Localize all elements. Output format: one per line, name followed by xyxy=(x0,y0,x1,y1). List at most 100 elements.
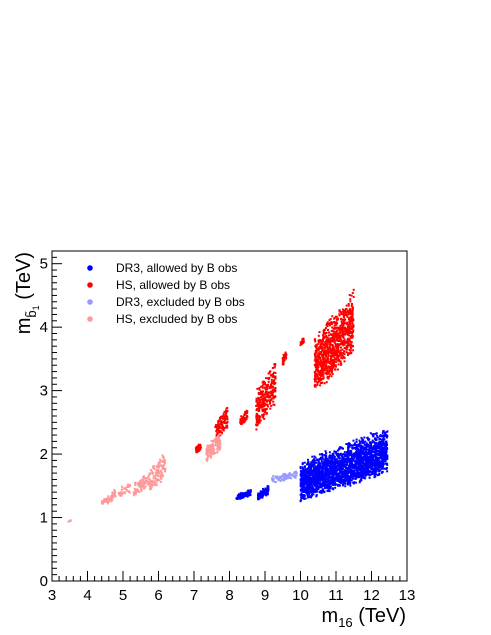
data-point xyxy=(373,463,376,466)
data-point xyxy=(322,364,325,367)
data-point xyxy=(317,369,320,372)
data-point xyxy=(346,354,349,357)
data-point xyxy=(307,485,310,488)
data-point xyxy=(333,356,336,359)
data-point xyxy=(385,467,388,470)
data-point xyxy=(255,415,258,418)
data-point xyxy=(316,364,319,367)
data-point xyxy=(241,492,244,495)
data-point xyxy=(338,314,341,317)
data-point xyxy=(322,373,325,376)
x-tick-label: 8 xyxy=(225,587,233,604)
data-point xyxy=(383,435,386,438)
data-point xyxy=(335,360,338,363)
data-point xyxy=(377,468,380,471)
data-point xyxy=(313,378,316,381)
data-point xyxy=(199,443,202,446)
data-point xyxy=(301,339,304,342)
data-point xyxy=(327,481,330,484)
data-point xyxy=(261,410,264,413)
data-point xyxy=(258,404,261,406)
data-point xyxy=(314,364,317,367)
data-point xyxy=(256,402,259,405)
data-point xyxy=(325,460,328,463)
data-point xyxy=(373,451,376,454)
data-point xyxy=(135,488,138,491)
data-point xyxy=(312,467,315,470)
data-point xyxy=(271,381,274,384)
data-point xyxy=(343,478,346,481)
data-point xyxy=(329,456,332,459)
data-point xyxy=(355,444,358,447)
data-point xyxy=(384,460,387,463)
data-point xyxy=(310,466,313,469)
data-point xyxy=(323,335,326,338)
data-point xyxy=(346,331,349,334)
data-point xyxy=(379,438,382,441)
data-point xyxy=(386,470,389,473)
data-point xyxy=(217,446,220,449)
x-axis-title: m16 (TeV) xyxy=(322,605,406,630)
data-point xyxy=(338,462,341,465)
data-point xyxy=(359,450,362,453)
data-point xyxy=(374,465,377,468)
data-point xyxy=(220,421,223,424)
data-point xyxy=(337,479,340,482)
data-point xyxy=(265,399,268,402)
data-point xyxy=(315,476,318,479)
data-point xyxy=(215,424,218,427)
data-point xyxy=(272,397,275,400)
data-point xyxy=(263,405,266,408)
data-point xyxy=(335,315,338,318)
data-point xyxy=(331,471,334,474)
data-point xyxy=(340,461,343,464)
data-point xyxy=(334,368,337,371)
data-point xyxy=(300,476,303,479)
data-point xyxy=(379,434,382,437)
data-point xyxy=(330,477,333,480)
data-point xyxy=(316,490,319,493)
data-point xyxy=(334,365,337,368)
data-point xyxy=(321,474,324,477)
data-point xyxy=(342,453,345,455)
data-point xyxy=(375,470,378,473)
data-point xyxy=(299,466,302,469)
data-point xyxy=(331,354,334,357)
data-point xyxy=(379,461,382,464)
data-point xyxy=(281,357,284,360)
point-cluster xyxy=(148,454,167,491)
data-point xyxy=(257,392,260,395)
data-point xyxy=(261,392,264,395)
data-point xyxy=(150,483,153,486)
data-point xyxy=(327,361,330,364)
data-point xyxy=(333,317,336,320)
data-point xyxy=(329,472,332,475)
data-point xyxy=(274,375,277,378)
data-point xyxy=(197,445,200,448)
data-point xyxy=(310,469,313,472)
data-point xyxy=(307,487,309,490)
data-point xyxy=(328,490,331,493)
data-point xyxy=(255,428,258,431)
data-point xyxy=(328,324,331,327)
data-point xyxy=(325,327,327,330)
data-point xyxy=(359,457,362,460)
data-point xyxy=(208,451,211,454)
data-point xyxy=(323,482,326,485)
data-point xyxy=(221,424,224,427)
data-point xyxy=(259,390,262,393)
data-point xyxy=(264,487,267,490)
data-point xyxy=(356,475,359,478)
data-point xyxy=(307,461,310,464)
data-point xyxy=(334,333,337,336)
data-point xyxy=(352,453,355,456)
data-point xyxy=(327,348,330,351)
data-point xyxy=(372,461,375,464)
data-point xyxy=(347,318,350,321)
data-point xyxy=(381,461,384,464)
data-point xyxy=(158,471,161,474)
data-point xyxy=(373,472,376,475)
data-point xyxy=(315,351,318,354)
data-point xyxy=(342,344,345,347)
data-point xyxy=(365,463,368,466)
